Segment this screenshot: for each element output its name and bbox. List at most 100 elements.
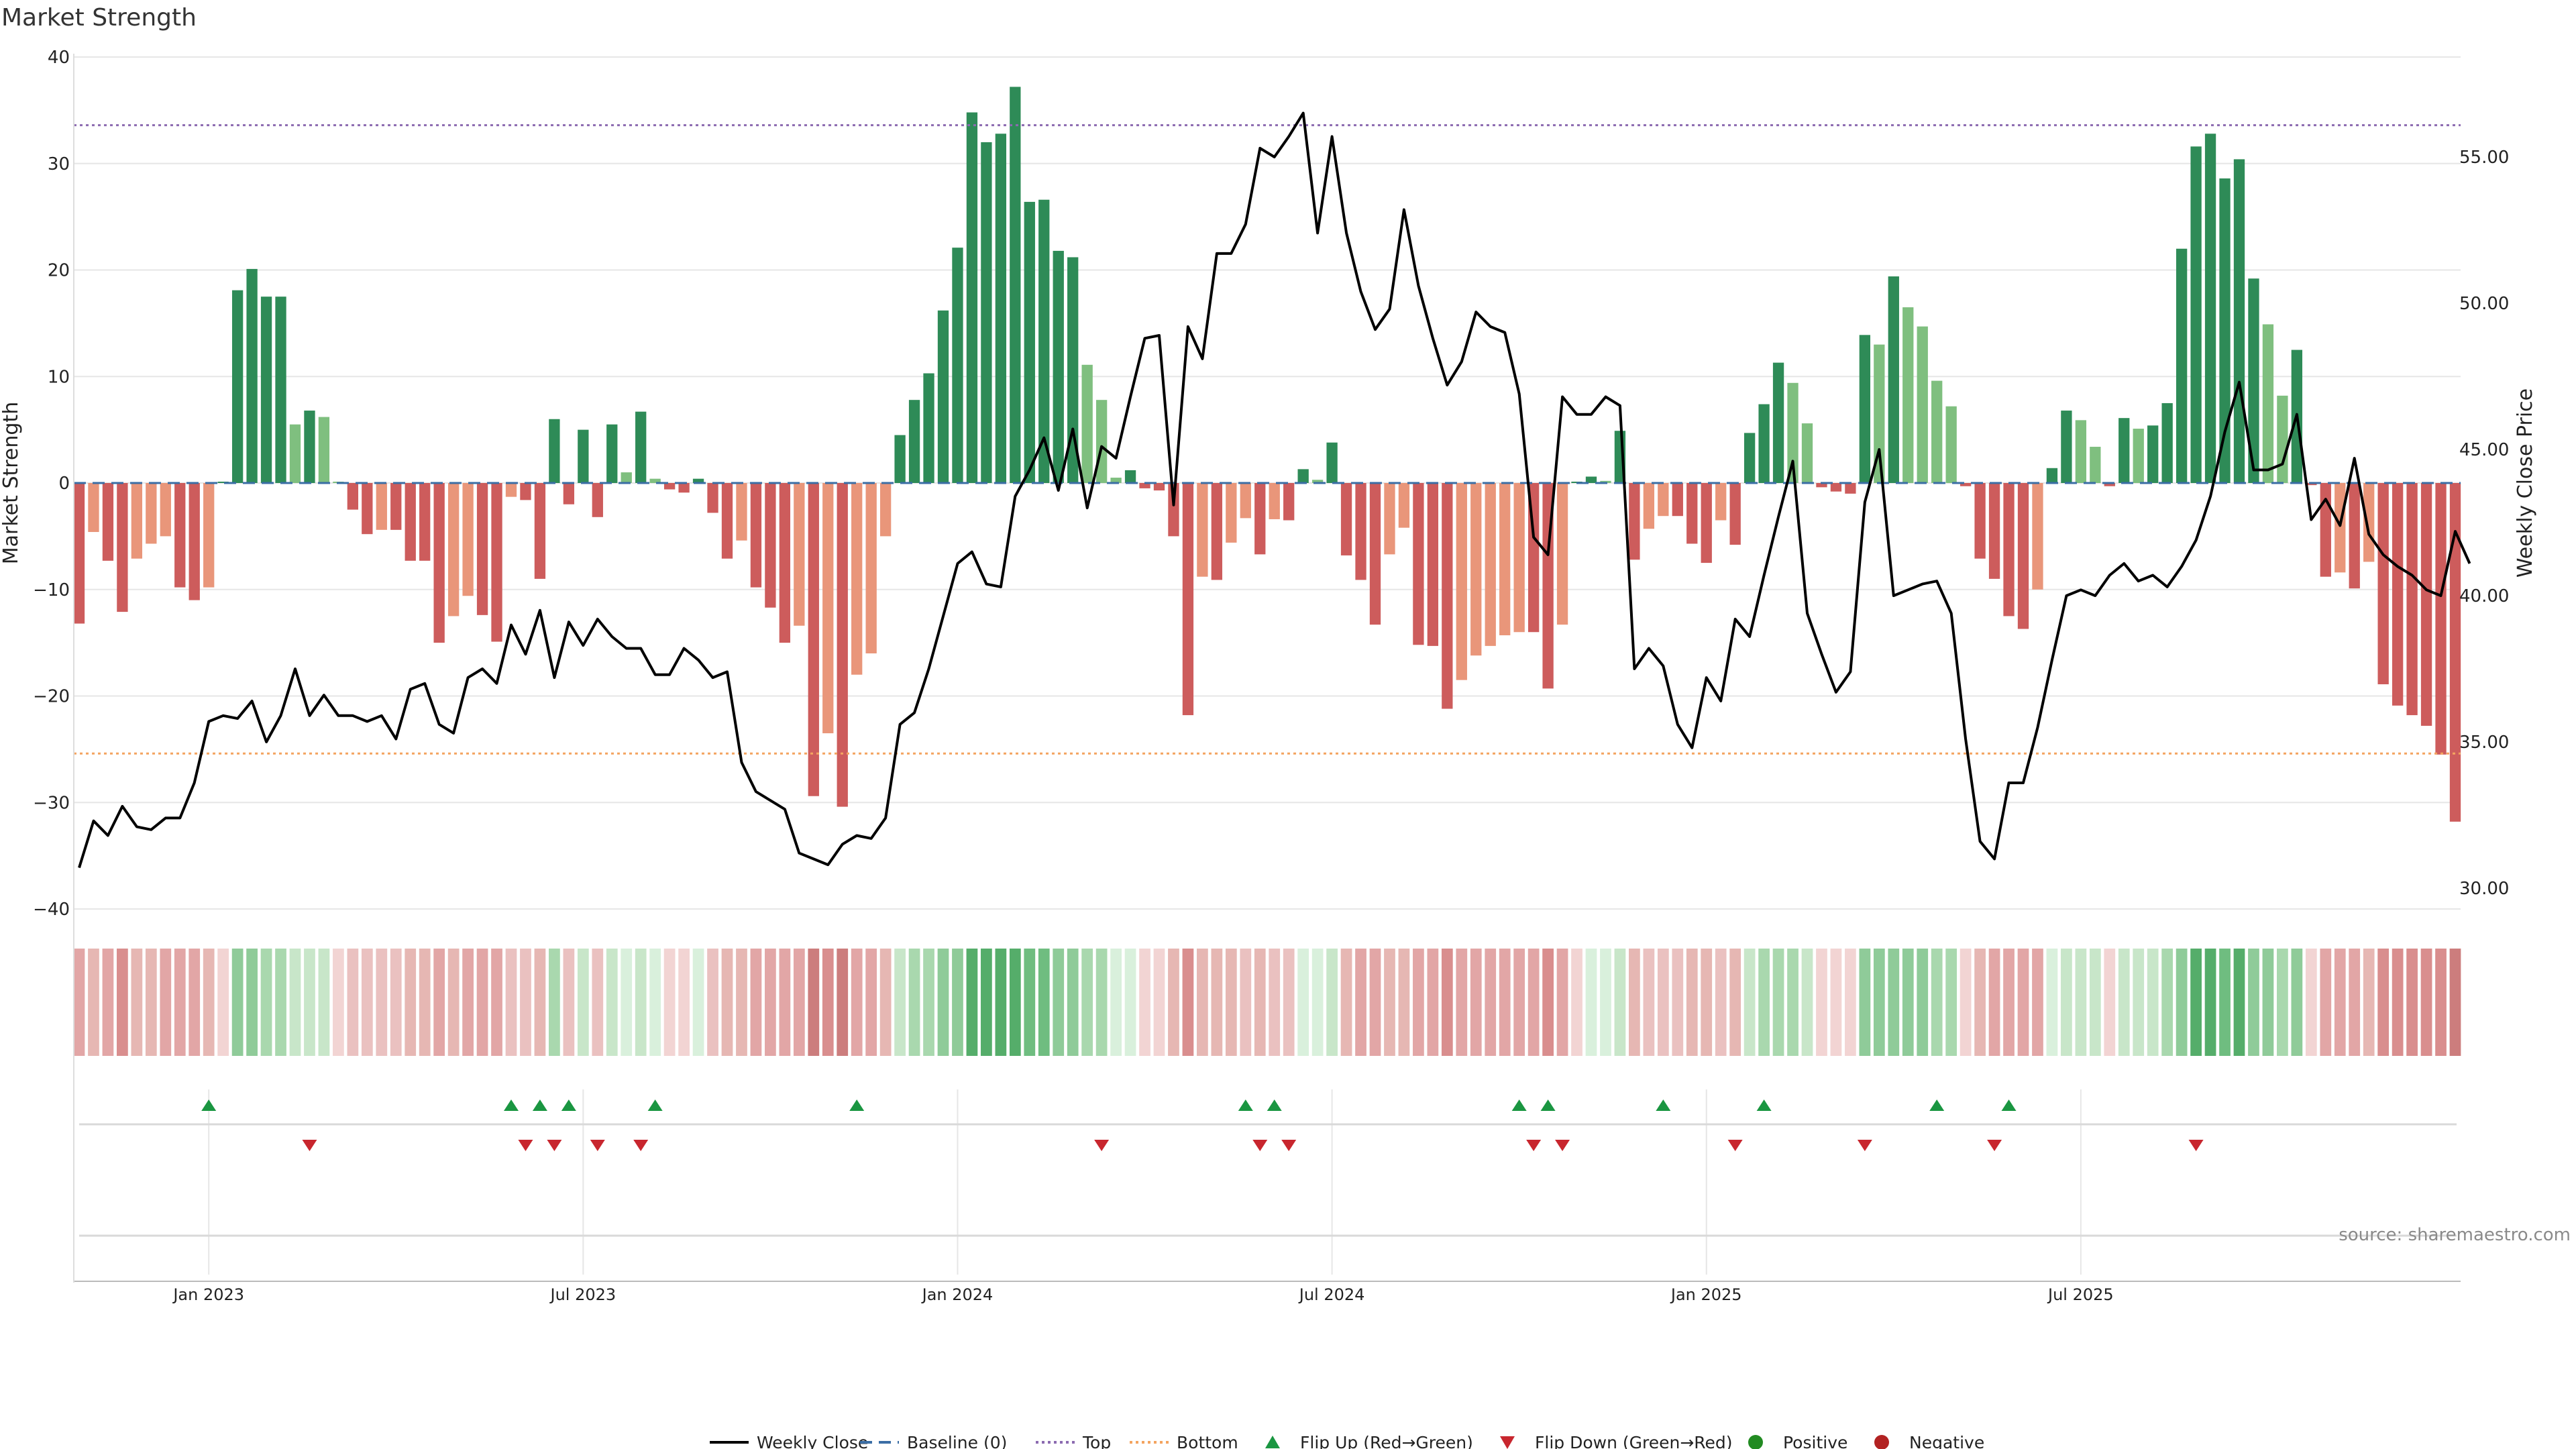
heat-cell (1571, 949, 1582, 1056)
legend-label: Top (1082, 1433, 1111, 1449)
heat-cell (102, 949, 114, 1056)
x-tick-label: Jul 2024 (1298, 1285, 1365, 1304)
heat-cell (952, 949, 963, 1056)
y-tick-label: −10 (33, 580, 70, 600)
heat-cell (73, 949, 85, 1056)
strength-bar (447, 483, 460, 616)
heat-cell (2420, 949, 2432, 1056)
heat-cell (2219, 949, 2231, 1056)
heat-cell (462, 949, 474, 1056)
strength-bar (1859, 335, 1871, 483)
heat-cell (621, 949, 633, 1056)
weekly-close-line (78, 111, 2471, 869)
y2-tick-label: 45.00 (2459, 440, 2509, 460)
heat-cell (1701, 949, 1713, 1056)
heat-cell (1009, 949, 1021, 1056)
heat-cell (1542, 949, 1554, 1056)
heat-cell (1931, 949, 1943, 1056)
strength-bar (1513, 483, 1525, 633)
strength-bar (476, 483, 488, 615)
heat-cell (1917, 949, 1929, 1056)
strength-bar (1845, 483, 1856, 494)
y-tick-label: 20 (48, 261, 70, 281)
strength-bar (1874, 344, 1885, 483)
heat-cell (2190, 949, 2202, 1056)
strength-bar (1485, 483, 1496, 646)
heat-cell (1772, 949, 1784, 1056)
flip-up-marker (2001, 1099, 2017, 1111)
flip-down-marker (1252, 1140, 1268, 1151)
flip-up-marker (1756, 1099, 1772, 1111)
strength-bar (1254, 483, 1266, 555)
flip-up-marker (1656, 1099, 1671, 1111)
strength-bar (894, 435, 906, 483)
strength-bar (1095, 400, 1108, 483)
heat-cell (2032, 949, 2043, 1056)
y-tick-label: −30 (33, 793, 70, 813)
strength-bar (2435, 483, 2447, 755)
flip-down-marker (1555, 1140, 1570, 1151)
strength-bar (1297, 469, 1309, 483)
strength-bar (663, 483, 676, 490)
heat-cell (2435, 949, 2447, 1056)
heat-cell (2363, 949, 2375, 1056)
heat-cell (2017, 949, 2029, 1056)
reference-lines (74, 124, 2461, 755)
heat-cell (2089, 949, 2101, 1056)
y-tick-label: 10 (48, 367, 70, 387)
heat-cell (1758, 949, 1770, 1056)
heat-cell (1398, 949, 1410, 1056)
strength-bar (1124, 470, 1136, 483)
heat-cell (649, 949, 661, 1056)
strength-bar (2133, 429, 2144, 483)
strength-bar (2248, 278, 2259, 483)
strength-bar (736, 483, 747, 541)
heat-cell (592, 949, 604, 1056)
heat-cell (2233, 949, 2245, 1056)
heat-cell (275, 949, 286, 1056)
heat-cell (879, 949, 892, 1056)
heat-cell (189, 949, 201, 1056)
heat-cell (2046, 949, 2058, 1056)
heat-cell (2291, 949, 2303, 1056)
strength-bar (1830, 483, 1842, 492)
flip-down-marker (1727, 1140, 1743, 1151)
strength-bar (1139, 483, 1150, 488)
heat-cell (1024, 949, 1036, 1056)
heat-cell (678, 949, 690, 1056)
heat-cell (1715, 949, 1727, 1056)
legend-label: Bottom (1177, 1433, 1238, 1449)
heat-cell (1729, 949, 1741, 1056)
flip-down-marker (633, 1140, 649, 1151)
flip-up-marker (1511, 1099, 1527, 1111)
x-tick-label: Jul 2025 (2047, 1285, 2114, 1304)
strength-bar (433, 483, 445, 643)
strength-bar (1701, 483, 1712, 564)
strength-bar (2061, 411, 2072, 483)
heat-cell (1110, 949, 1122, 1056)
heat-cell (1686, 949, 1698, 1056)
heat-cell (318, 949, 330, 1056)
legend-swatch (1748, 1435, 1763, 1449)
heat-cell (1413, 949, 1424, 1056)
heat-cell (1340, 949, 1352, 1056)
strength-bar (1743, 433, 1756, 483)
source-note: source: sharemaestro.com (2339, 1225, 2571, 1245)
flip-markers (79, 1099, 2457, 1237)
strength-bar (88, 483, 99, 533)
heat-cell (1845, 949, 1856, 1056)
heat-cell (1053, 949, 1065, 1056)
heat-cell (721, 949, 733, 1056)
heat-cell (1960, 949, 1972, 1056)
strength-bar (1326, 442, 1338, 483)
legend-swatch (1500, 1436, 1515, 1449)
strength-bar (1715, 483, 1727, 521)
heat-cell (203, 949, 215, 1056)
heat-cell (2248, 949, 2259, 1056)
strength-bar (1067, 257, 1079, 483)
strength-bar (1413, 483, 1424, 645)
strength-bar (779, 483, 791, 643)
strength-bars (73, 87, 2461, 822)
strength-bar (1442, 483, 1453, 709)
strength-bar (1038, 199, 1050, 483)
